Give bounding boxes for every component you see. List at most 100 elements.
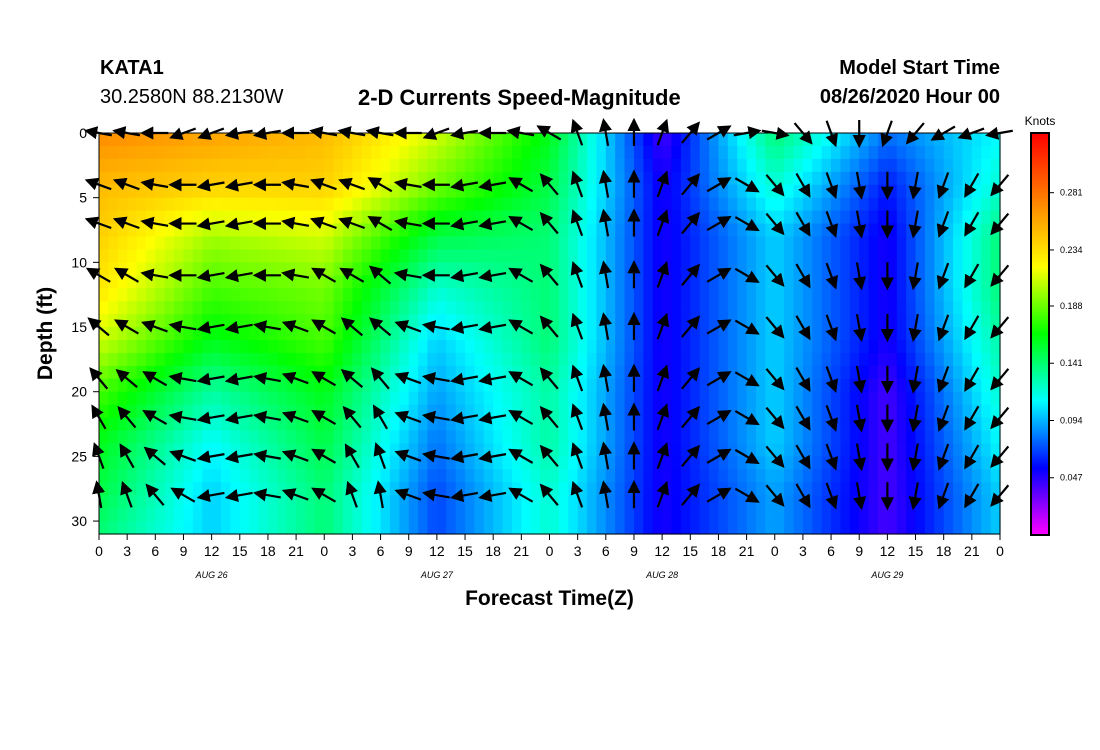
heatmap-cell (286, 301, 297, 315)
current-vector (936, 482, 950, 510)
colorbar-tick-label: 0.141 (1060, 358, 1083, 368)
heatmap-cell (324, 417, 335, 432)
heatmap-cell (221, 236, 231, 251)
heatmap-cell (755, 133, 766, 147)
heatmap-cell (183, 404, 194, 419)
heatmap-cell (737, 482, 748, 496)
heatmap-cell (859, 158, 870, 173)
heatmap-cell (380, 404, 391, 419)
heatmap-cell (174, 339, 185, 354)
heatmap-cell (389, 339, 400, 354)
heatmap-cell (981, 391, 992, 406)
heatmap-cell (221, 197, 231, 212)
heatmap-cell (249, 495, 260, 509)
heatmap-cell (211, 171, 222, 186)
heatmap-cell (511, 197, 522, 212)
heatmap-cell (793, 223, 804, 238)
heatmap-cell (877, 482, 888, 496)
heatmap-cell (633, 223, 644, 238)
heatmap-cell (755, 339, 766, 354)
heatmap-cell (793, 197, 804, 212)
heatmap-cell (643, 314, 654, 328)
heatmap-cell (305, 197, 316, 212)
heatmap-cell (136, 184, 147, 199)
heatmap-cell (117, 158, 128, 173)
current-vector (539, 173, 559, 196)
heatmap-cell (108, 275, 119, 289)
heatmap-cell (352, 275, 363, 289)
heatmap-cell (267, 197, 278, 212)
heatmap-cell (418, 133, 429, 147)
heatmap-cell (540, 288, 551, 302)
heatmap-cell (849, 352, 860, 367)
heatmap-cell (389, 469, 400, 483)
heatmap-cell (99, 197, 109, 212)
heatmap-cell (540, 456, 551, 470)
heatmap-cell (296, 171, 307, 186)
heatmap-cell (549, 210, 560, 225)
heatmap-cell (615, 275, 626, 289)
heatmap-cell (436, 456, 447, 470)
heatmap-cell (389, 404, 400, 419)
heatmap-cell (436, 210, 447, 225)
heatmap-cell (239, 365, 250, 380)
heatmap-cell (615, 301, 626, 315)
heatmap-cell (737, 184, 748, 199)
heatmap-cell (643, 339, 654, 354)
heatmap-cell (746, 197, 757, 212)
heatmap-cell (859, 133, 870, 147)
heatmap-cell (558, 171, 569, 186)
heatmap-cell (277, 443, 288, 457)
heatmap-cell (568, 275, 579, 289)
colorbar-tick-label: 0.094 (1060, 415, 1083, 425)
heatmap-cell (699, 482, 710, 496)
heatmap-cell (690, 249, 701, 263)
heatmap-cell (615, 327, 626, 341)
heatmap-cell (662, 184, 673, 199)
x-tick-label: 15 (232, 543, 248, 559)
heatmap-cell (296, 327, 307, 341)
heatmap-cell (962, 171, 973, 186)
current-vector (795, 483, 811, 509)
heatmap-cell (812, 521, 823, 535)
heatmap-cell (587, 158, 598, 173)
heatmap-cell (277, 456, 288, 470)
heatmap-cell (859, 210, 870, 225)
heatmap-cell (286, 508, 297, 522)
heatmap-cell (249, 352, 260, 367)
heatmap-cell (436, 197, 447, 212)
heatmap-cell (99, 314, 109, 328)
heatmap-cell (343, 456, 354, 470)
heatmap-cell (211, 495, 222, 509)
heatmap-cell (108, 158, 119, 173)
heatmap-cell (558, 430, 569, 445)
heatmap-cell (371, 339, 382, 354)
current-vector (394, 410, 422, 424)
heatmap-cell (784, 275, 795, 289)
heatmap-cell (211, 417, 222, 432)
heatmap-cell (136, 288, 147, 302)
heatmap-cell (380, 171, 391, 186)
heatmap-cell (877, 391, 888, 406)
current-vector (141, 320, 168, 333)
heatmap-cell (577, 404, 588, 419)
heatmap-cell (699, 352, 710, 367)
heatmap-cell (361, 145, 372, 160)
heatmap-cell (314, 521, 325, 535)
current-vector (570, 261, 584, 288)
heatmap-cell (267, 145, 278, 160)
heatmap-cell (793, 301, 804, 315)
heatmap-cell (127, 443, 138, 457)
current-vector (908, 314, 922, 343)
current-vector (373, 442, 387, 469)
heatmap-cell (840, 482, 851, 496)
heatmap-cell (596, 145, 607, 160)
heatmap-cell (849, 301, 860, 315)
heatmap-cell (877, 314, 888, 328)
heatmap-cell (99, 508, 109, 522)
heatmap-cell (258, 223, 269, 238)
heatmap-cell (981, 145, 992, 160)
heatmap-cell (249, 249, 260, 263)
heatmap-cell (286, 197, 297, 212)
